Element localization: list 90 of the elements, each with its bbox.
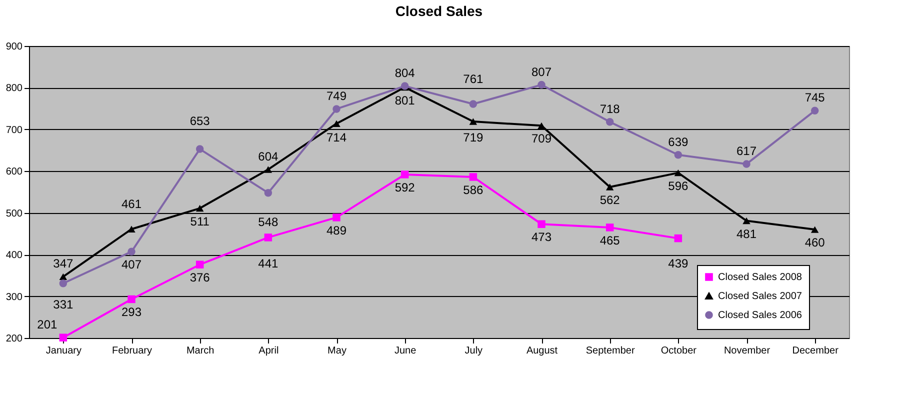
data-label: 548 (258, 214, 278, 229)
x-tick-label: December (792, 346, 840, 356)
point (128, 226, 136, 232)
point (538, 122, 546, 130)
x-tick-label: March (186, 346, 214, 356)
data-label: 719 (463, 130, 484, 145)
x-tick-label: July (464, 346, 483, 356)
data-label: 293 (121, 305, 142, 320)
point (196, 145, 204, 153)
x-tick-label: November (724, 346, 771, 356)
data-label: 807 (531, 64, 552, 79)
x-tick-label: August (526, 346, 558, 356)
point (128, 248, 136, 256)
point (674, 234, 682, 242)
data-label: 761 (463, 72, 484, 86)
data-label: 653 (190, 114, 210, 128)
point (264, 188, 272, 197)
point (59, 334, 68, 342)
point (606, 224, 614, 232)
data-label: 489 (326, 223, 347, 238)
point (332, 120, 340, 127)
point (469, 173, 478, 181)
data-label: 617 (736, 144, 757, 158)
data-label: 376 (190, 270, 210, 285)
data-label: 596 (668, 178, 688, 193)
point (264, 234, 272, 242)
point (128, 295, 136, 304)
y-tick-label: 200 (6, 334, 23, 344)
data-label: 465 (600, 233, 620, 248)
point (332, 214, 340, 222)
x-tick-label: June (394, 346, 417, 356)
data-label: 749 (326, 88, 347, 103)
data-label: 461 (121, 197, 142, 212)
data-label: 745 (804, 90, 826, 105)
data-label: 709 (531, 132, 552, 146)
point (59, 273, 68, 280)
y-tick-label: 600 (6, 166, 23, 178)
data-label: 586 (463, 182, 484, 197)
x-tick-label: February (112, 346, 152, 356)
point (742, 160, 750, 168)
data-label: 439 (668, 256, 688, 270)
data-label: 562 (600, 192, 620, 207)
point (742, 217, 750, 224)
data-label: 801 (394, 93, 416, 108)
point (196, 260, 204, 268)
point (196, 204, 204, 212)
point (674, 151, 682, 159)
x-tick-label: April (258, 346, 279, 356)
point (606, 184, 614, 190)
data-label: 714 (326, 130, 347, 145)
data-label: 407 (121, 258, 142, 272)
x-tick-label: January (46, 346, 82, 356)
point (332, 105, 340, 113)
data-label: 441 (258, 256, 278, 270)
data-label: 511 (190, 214, 210, 228)
point (59, 279, 68, 288)
point (810, 226, 819, 233)
data-label: 718 (600, 102, 620, 116)
data-label: 481 (736, 226, 757, 241)
y-tick-label: 700 (6, 124, 23, 136)
data-label: 804 (394, 66, 416, 80)
y-tick-label: 400 (6, 250, 23, 262)
x-tick-label: October (660, 346, 698, 356)
data-label: 473 (531, 230, 552, 244)
legend-label: Closed Sales 2006 (718, 310, 802, 321)
point (400, 170, 409, 178)
x-tick-label: May (328, 346, 346, 356)
data-label: 592 (394, 180, 416, 194)
point (606, 118, 614, 126)
x-tick-label: September (586, 346, 636, 356)
point (469, 100, 478, 108)
data-label: 331 (53, 297, 74, 312)
y-tick-label: 900 (6, 42, 23, 52)
legend-label: Closed Sales 2008 (718, 272, 802, 283)
point (469, 118, 478, 125)
point (264, 166, 272, 173)
chart-title: Closed Sales (395, 3, 483, 19)
data-label: 201 (37, 318, 58, 332)
y-tick-label: 500 (6, 208, 23, 220)
point (810, 106, 819, 115)
y-tick-label: 800 (6, 83, 23, 94)
point (538, 80, 546, 89)
data-label: 604 (258, 149, 278, 164)
data-label: 347 (53, 256, 74, 271)
data-label: 639 (668, 134, 688, 149)
legend-label: Closed Sales 2007 (718, 291, 802, 302)
point (674, 169, 682, 176)
data-label: 460 (804, 236, 826, 250)
y-tick-label: 300 (6, 292, 23, 303)
point (538, 220, 546, 228)
